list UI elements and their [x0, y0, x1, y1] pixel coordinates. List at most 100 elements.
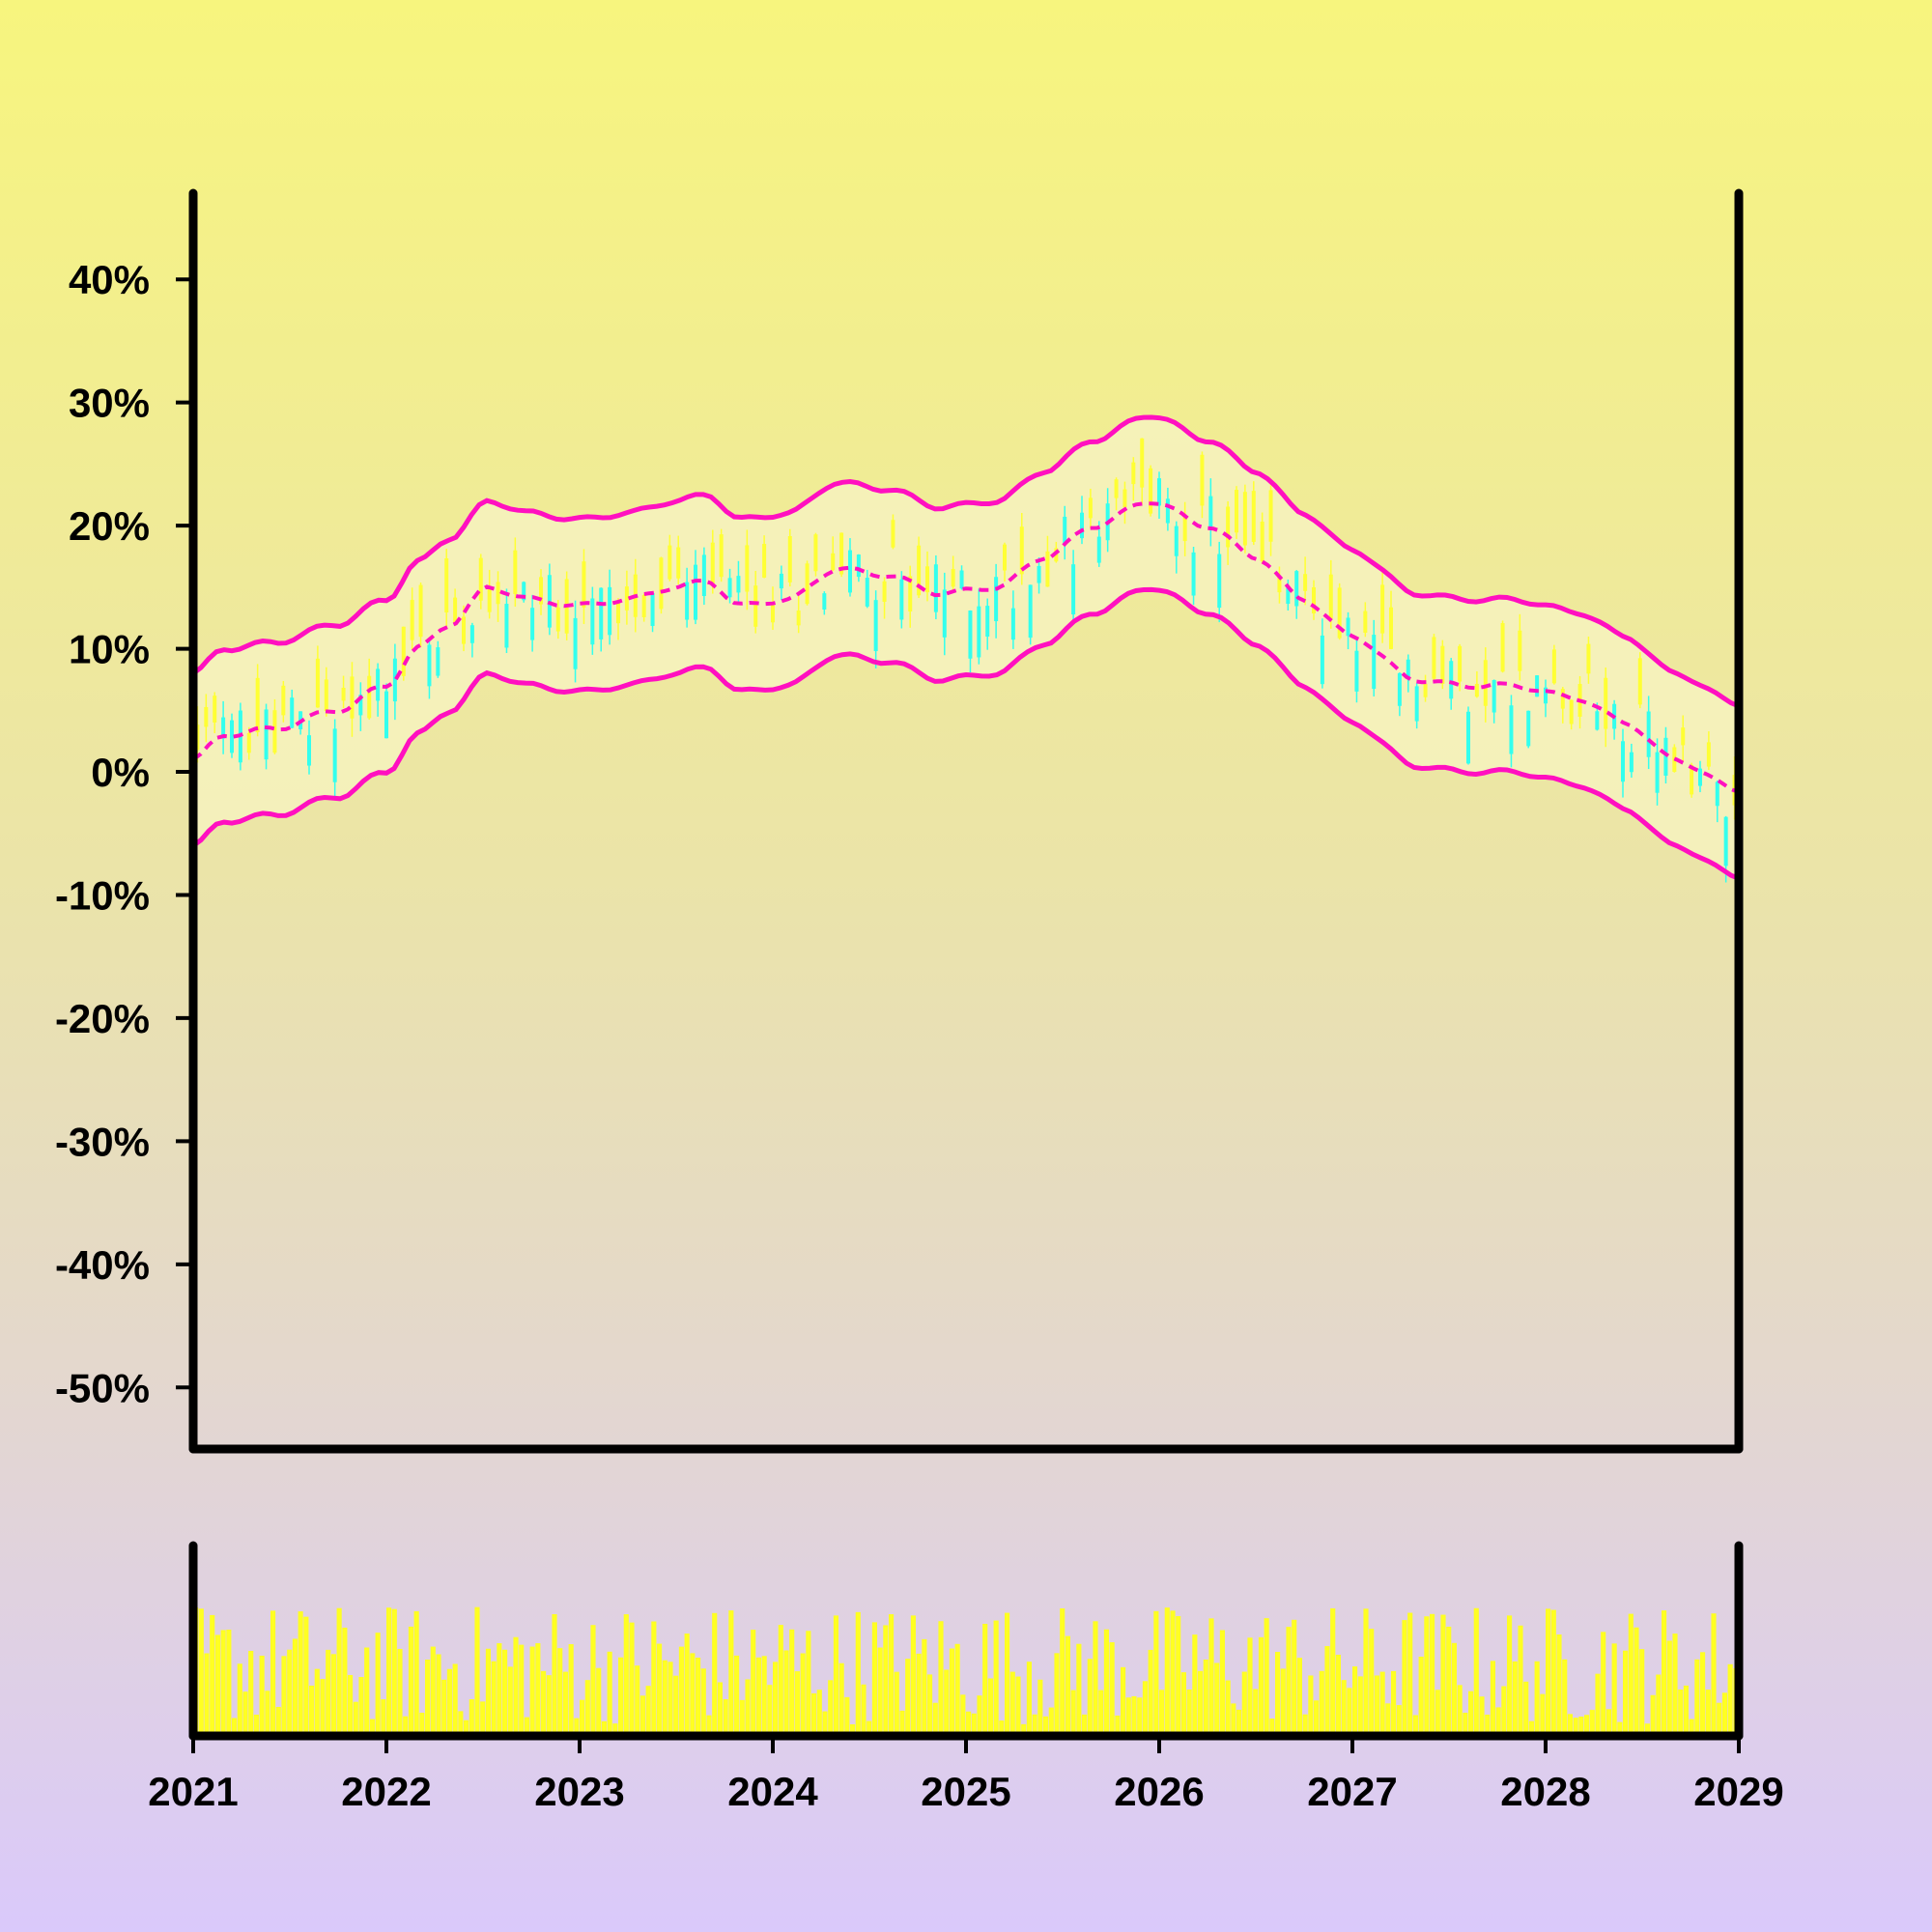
candle-body — [899, 579, 904, 620]
volume-bar — [480, 1701, 486, 1736]
candle-body — [1114, 479, 1119, 498]
volume-bar — [1070, 1690, 1076, 1736]
volume-bar — [977, 1695, 982, 1736]
volume-bar — [1601, 1632, 1606, 1736]
volume-bar — [574, 1718, 580, 1736]
volume-bar — [1054, 1653, 1060, 1736]
candle-body — [1037, 565, 1041, 583]
volume-bar — [552, 1614, 557, 1736]
candle-body — [1372, 635, 1377, 690]
candle-body — [264, 709, 269, 760]
candle-body — [1595, 711, 1600, 730]
volume-bar — [507, 1666, 513, 1736]
volume-bar — [1589, 1710, 1595, 1736]
volume-bar — [1584, 1715, 1590, 1736]
candle-body — [401, 626, 406, 676]
candle-body — [1544, 687, 1548, 704]
volume-bar — [381, 1699, 386, 1736]
volume-bar — [248, 1651, 254, 1736]
volume-bar — [1176, 1615, 1181, 1736]
candle-body — [1432, 637, 1436, 679]
volume-bar — [1412, 1715, 1418, 1736]
x-tick-label: 2025 — [921, 1769, 1010, 1814]
volume-bar — [1634, 1627, 1639, 1736]
volume-bar — [706, 1715, 712, 1736]
volume-bar — [336, 1607, 342, 1736]
volume-bar — [1043, 1716, 1049, 1736]
candle-body — [787, 535, 792, 582]
volume-bar — [960, 1694, 966, 1736]
volume-bar — [755, 1657, 761, 1736]
volume-bar — [1198, 1670, 1204, 1736]
volume-bar — [773, 1662, 779, 1736]
volume-bar — [1518, 1625, 1523, 1736]
candle-body — [1208, 496, 1213, 529]
candle-body — [805, 563, 810, 605]
volume-bar — [232, 1718, 238, 1736]
volume-bar — [696, 1657, 701, 1736]
volume-bar — [844, 1696, 850, 1736]
volume-bar — [800, 1653, 806, 1736]
candle-body — [522, 582, 526, 601]
candle-body — [444, 558, 449, 613]
volume-bar — [1208, 1618, 1214, 1736]
candle-body — [839, 532, 844, 575]
volume-bar — [1241, 1671, 1247, 1736]
volume-bar — [657, 1643, 663, 1736]
volume-panel: 2021 2022 2023 2024 2025 2026 2027 2028 2029 — [148, 1541, 1784, 1814]
volume-bar — [1363, 1608, 1369, 1736]
volume-bar — [253, 1715, 259, 1736]
volume-bar — [1379, 1671, 1385, 1736]
candle-body — [1604, 677, 1608, 729]
volume-bar — [452, 1663, 458, 1736]
volume-bar — [198, 1608, 204, 1736]
candle-body — [1242, 492, 1247, 546]
candle-body — [230, 720, 234, 753]
candle-body — [1260, 521, 1264, 562]
volume-bar — [1550, 1609, 1556, 1736]
volume-bar — [1330, 1607, 1336, 1736]
candle-body — [255, 677, 260, 733]
candle-body — [1551, 649, 1556, 684]
candle-body — [453, 597, 458, 624]
volume-bar — [1656, 1674, 1662, 1736]
volume-bar — [867, 1720, 872, 1736]
volume-bar — [944, 1669, 950, 1736]
volume-bar — [783, 1650, 789, 1736]
y-tick-label: -50% — [55, 1365, 150, 1410]
volume-bar — [1319, 1670, 1324, 1736]
volume-bar — [265, 1690, 270, 1736]
volume-bar — [1352, 1666, 1358, 1736]
candle-body — [1131, 462, 1136, 485]
volume-bar — [889, 1614, 895, 1736]
candle-body — [796, 611, 801, 626]
candle-body — [1096, 536, 1101, 563]
volume-bar — [1253, 1689, 1259, 1736]
volume-bar — [1694, 1659, 1700, 1736]
volume-bar — [1269, 1719, 1275, 1736]
candle-body — [1389, 607, 1393, 649]
volume-bar — [529, 1646, 535, 1736]
volume-bar — [1639, 1649, 1645, 1736]
candle-body — [762, 544, 767, 578]
volume-bar — [1623, 1650, 1629, 1736]
volume-bar — [1015, 1676, 1021, 1736]
candle-body — [1157, 478, 1161, 506]
candle-body — [555, 607, 560, 632]
band-fill — [193, 417, 1739, 879]
volume-bar — [651, 1621, 657, 1736]
volume-bar — [353, 1701, 358, 1736]
volume-bar — [1314, 1700, 1320, 1736]
volume-bar — [1689, 1719, 1694, 1736]
candle-body — [771, 605, 775, 623]
volume-bar — [938, 1621, 944, 1736]
volume-bar — [1082, 1714, 1088, 1736]
volume-bar — [1347, 1688, 1352, 1736]
volume-bar — [894, 1671, 899, 1736]
volume-bar — [1424, 1616, 1430, 1736]
candle-body — [951, 569, 955, 587]
volume-bar — [1534, 1661, 1540, 1736]
candle-body — [367, 675, 372, 719]
candle-body — [427, 644, 432, 687]
